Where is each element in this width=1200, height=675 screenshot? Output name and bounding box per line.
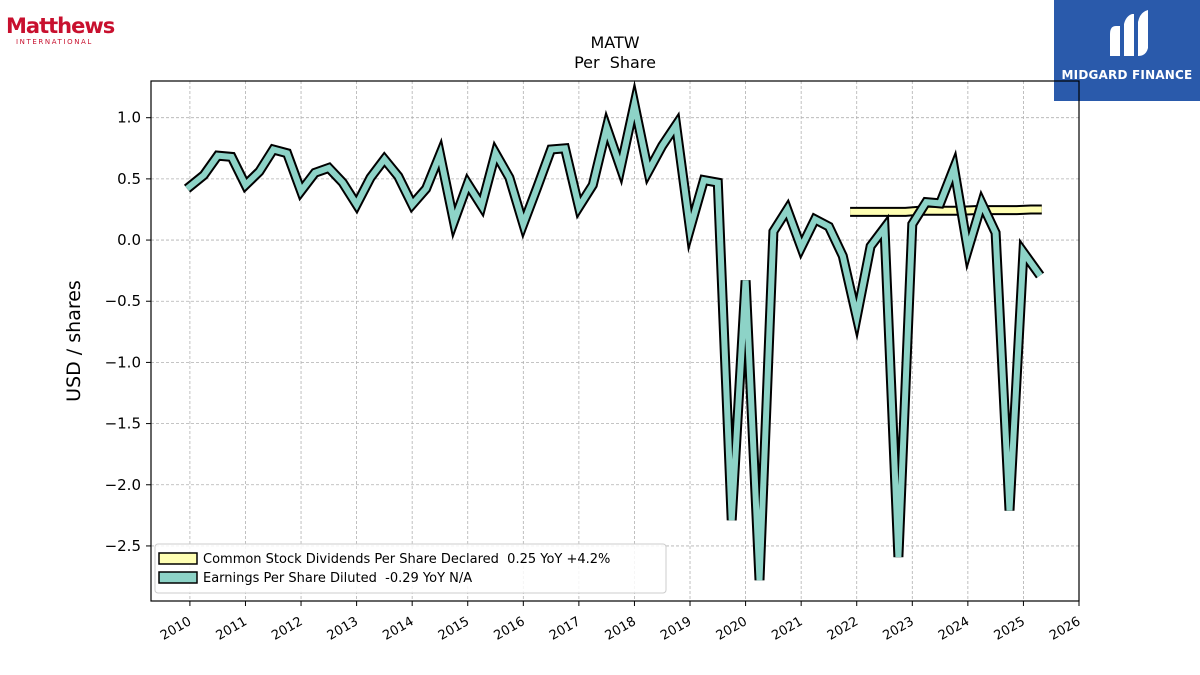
x-tick-label: 2023	[880, 614, 916, 644]
x-tick-label: 2011	[214, 614, 250, 644]
midgard-finance-logo-text: MIDGARD FINANCE	[1061, 68, 1193, 82]
legend-label: Common Stock Dividends Per Share Declare…	[203, 552, 610, 567]
y-tick-label: −1.5	[105, 415, 141, 433]
y-tick-label: 0.5	[117, 170, 141, 188]
x-tick-label: 2021	[769, 614, 805, 644]
chart-title: MATW	[590, 33, 639, 52]
matthews-logo-sub: INTERNATIONAL	[16, 38, 93, 46]
series-line	[850, 206, 1042, 215]
matthews-logo: Matthews INTERNATIONAL	[6, 14, 126, 46]
x-tick-label: 2012	[269, 614, 305, 644]
x-tick-label: 2014	[380, 614, 416, 644]
y-axis-label: USD / shares	[63, 280, 85, 402]
x-tick-label: 2024	[936, 614, 972, 644]
plot-frame	[150, 80, 1080, 602]
y-tick-label: 1.0	[117, 109, 141, 127]
x-tick-label: 2017	[547, 614, 583, 644]
y-tick-label: −1.0	[105, 353, 141, 371]
legend: Common Stock Dividends Per Share Declare…	[154, 543, 667, 594]
chart-subtitle: Per Share	[574, 53, 656, 72]
y-tick-label: −2.0	[105, 476, 141, 494]
legend-box	[154, 543, 667, 594]
series-line	[185, 89, 1043, 581]
series-layer	[183, 80, 1045, 581]
midgard-emblem-icon	[1110, 10, 1148, 56]
eps-series	[183, 80, 1045, 581]
legend-swatch	[158, 552, 198, 565]
matthews-logo-brand: Matthews	[6, 14, 115, 38]
x-tick-label: 2020	[714, 614, 750, 644]
y-tick-label: −2.5	[105, 537, 141, 555]
x-tick-label: 2022	[825, 614, 861, 644]
x-tick-label: 2016	[491, 614, 527, 644]
legend-swatch	[158, 571, 198, 584]
x-tick-label: 2019	[658, 614, 694, 644]
x-tick-label: 2013	[325, 614, 361, 644]
midgard-finance-logo: MIDGARD FINANCE	[1054, 0, 1200, 101]
x-tick-label: 2018	[603, 614, 639, 644]
legend-label: Earnings Per Share Diluted -0.29 YoY N/A	[203, 571, 472, 586]
x-tick-label: 2025	[992, 614, 1028, 644]
x-tick-label: 2026	[1047, 614, 1083, 644]
x-tick-label: 2010	[158, 614, 194, 644]
y-tick-label: 0.0	[117, 231, 141, 249]
x-tick-label: 2015	[436, 614, 472, 644]
dividends-series	[850, 204, 1042, 217]
y-tick-label: −0.5	[105, 292, 141, 310]
